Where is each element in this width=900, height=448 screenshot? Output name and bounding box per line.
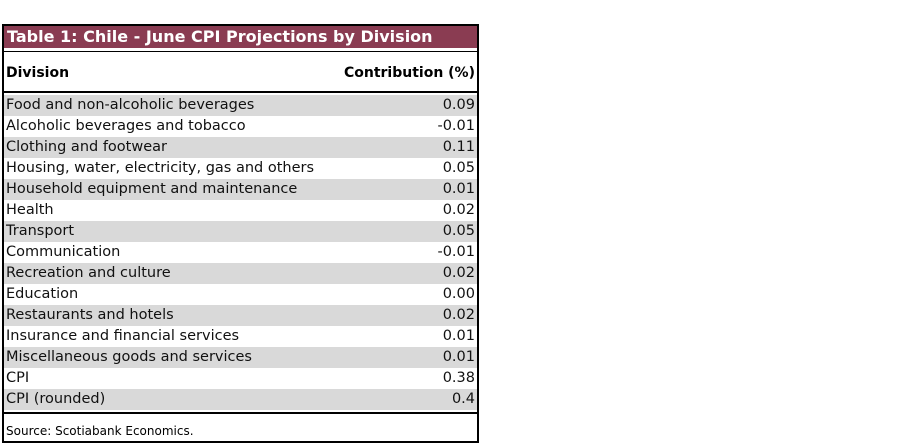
division-cell: Miscellaneous goods and services [6,349,252,365]
contribution-cell: 0.00 [442,286,475,302]
contribution-cell: 0.01 [442,349,475,365]
division-cell: Housing, water, electricity, gas and oth… [6,160,315,176]
division-cell: Food and non-alcoholic beverages [6,97,255,113]
table-row: Restaurants and hotels 0.02 [4,305,477,326]
source-note: Source: Scotiabank Economics. [4,412,477,441]
contribution-cell: 0.38 [442,370,475,386]
table-row: CPI (rounded) 0.4 [4,389,477,410]
table-row: Communication -0.01 [4,242,477,263]
table-row: Miscellaneous goods and services 0.01 [4,347,477,368]
table-row: Household equipment and maintenance 0.01 [4,179,477,200]
column-header: Contribution (%) [343,65,475,81]
division-cell: Insurance and financial services [6,328,240,344]
table-body: Food and non-alcoholic beverages 0.09 Alco… [4,95,477,410]
division-cell: Transport [6,223,75,239]
contribution-cell: 0.09 [442,97,475,113]
contribution-cell: 0.01 [442,328,475,344]
table-row: Insurance and financial services 0.01 [4,326,477,347]
contribution-cell: 0.05 [442,160,475,176]
contribution-cell: -0.01 [437,244,475,260]
table-row: CPI 0.38 [4,368,477,389]
table-row: Recreation and culture 0.02 [4,263,477,284]
contribution-cell: 0.01 [442,181,475,197]
table-row: Education 0.00 [4,284,477,305]
table-header: Division Contribution (%) [4,51,477,93]
division-cell: Clothing and footwear [6,139,167,155]
division-cell: CPI [6,370,30,386]
division-cell: Health [6,202,54,218]
table-frame: Table 1: Chile - June CPI Projections by… [2,24,479,443]
division-cell: Education [6,286,79,302]
table-row: Clothing and footwear 0.11 [4,137,477,158]
contribution-cell: 0.11 [442,139,475,155]
table-row: Housing, water, electricity, gas and oth… [4,158,477,179]
division-cell: Alcoholic beverages and tobacco [6,118,246,134]
division-cell: CPI (rounded) [6,391,106,407]
division-cell: Communication [6,244,121,260]
table-row: Health 0.02 [4,200,477,221]
table-title: Table 1: Chile - June CPI Projections by… [4,26,477,48]
contribution-cell: 0.02 [442,307,475,323]
contribution-cell: -0.01 [437,118,475,134]
contribution-cell: 0.02 [442,202,475,218]
table-row: Food and non-alcoholic beverages 0.09 [4,95,477,116]
table-row: Transport 0.05 [4,221,477,242]
table-row: Alcoholic beverages and tobacco -0.01 [4,116,477,137]
division-cell: Restaurants and hotels [6,307,174,323]
contribution-cell: 0.4 [451,391,475,407]
division-cell: Recreation and culture [6,265,171,281]
division-cell: Household equipment and maintenance [6,181,298,197]
column-header: Division [6,65,70,81]
contribution-cell: 0.02 [442,265,475,281]
contribution-cell: 0.05 [442,223,475,239]
